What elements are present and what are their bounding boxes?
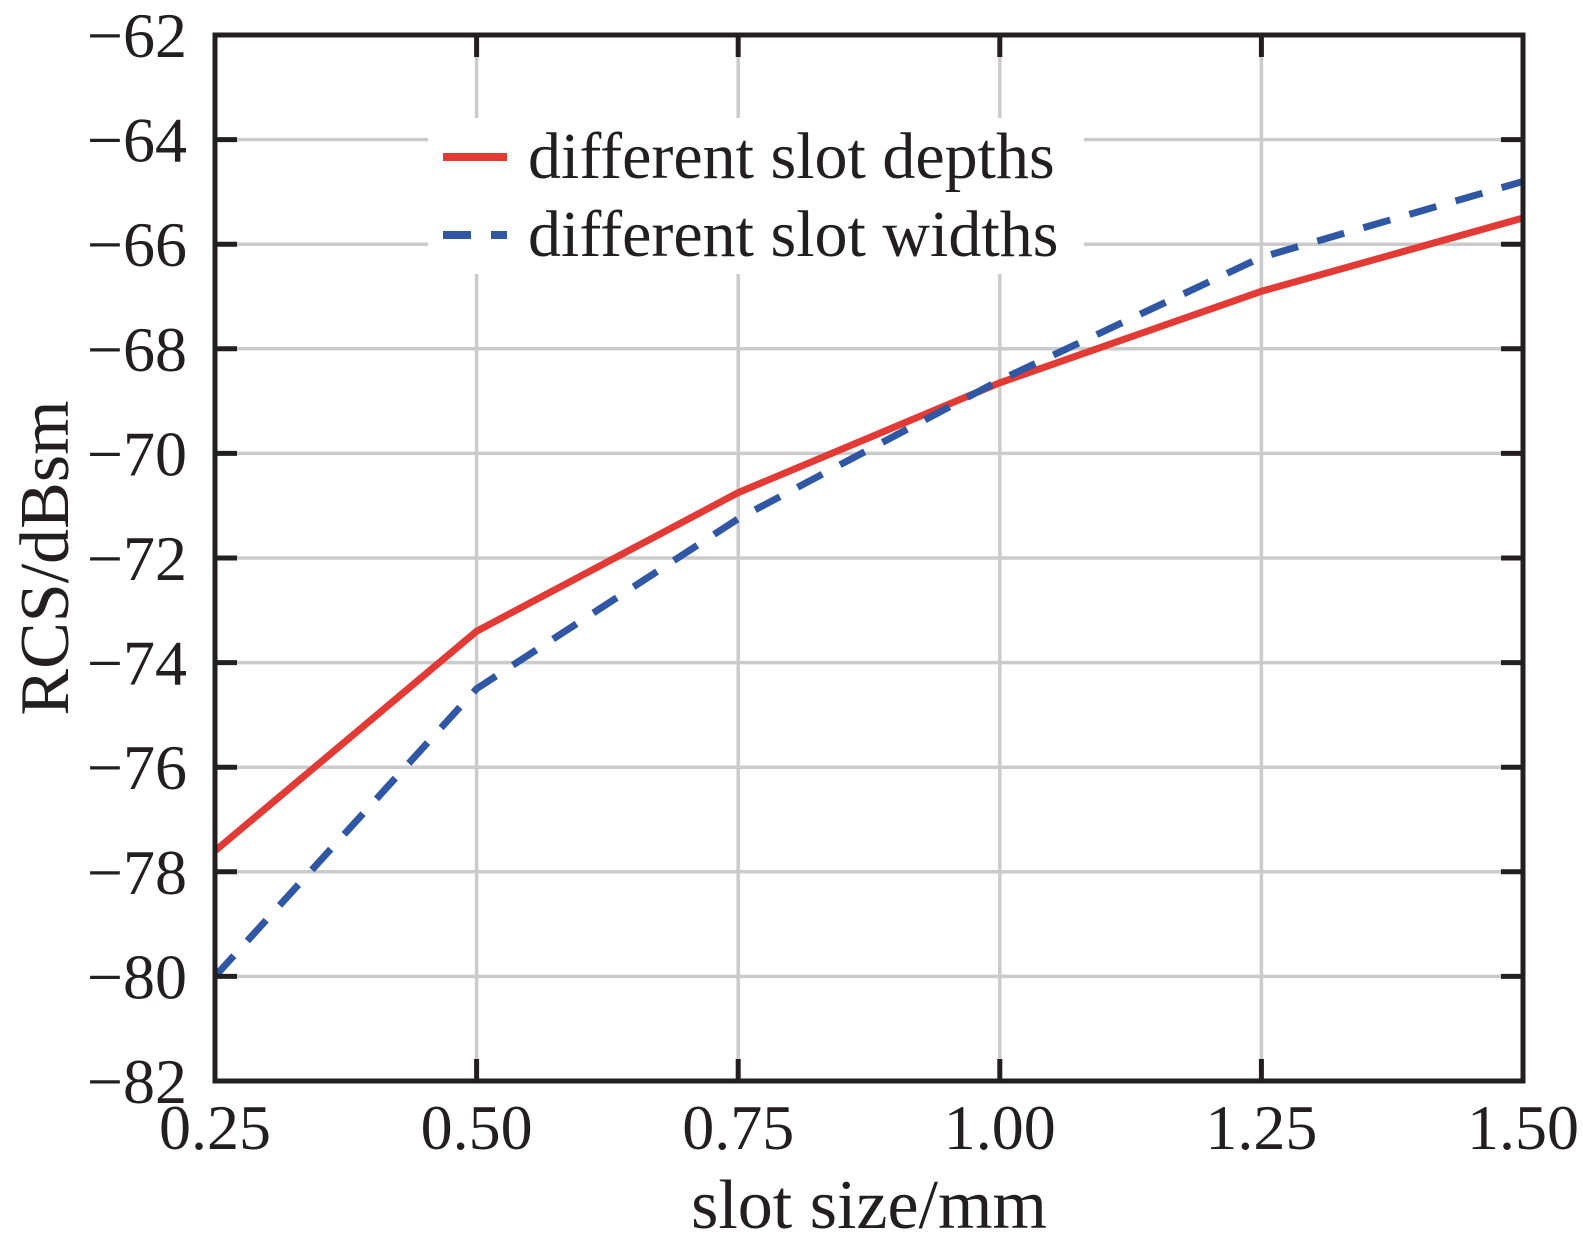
- x-tick-label: 1.00: [944, 1092, 1056, 1163]
- x-tick-label: 1.50: [1467, 1092, 1579, 1163]
- legend-line-solid-icon: [443, 153, 507, 161]
- y-tick-label: −64: [87, 105, 187, 176]
- legend-item-slot-widths: different slot widths: [428, 196, 1084, 274]
- legend-label-slot-depths: different slot depths: [528, 120, 1055, 193]
- x-tick-label: 0.75: [682, 1092, 794, 1163]
- y-tick-label: −66: [87, 209, 187, 280]
- y-tick-label: −82: [87, 1046, 187, 1117]
- series-line-different-slot-widths: [212, 178, 1524, 979]
- y-tick-label: −70: [87, 418, 187, 489]
- x-tick-label: 0.50: [421, 1092, 533, 1163]
- x-tick-label: 1.25: [1205, 1092, 1317, 1163]
- legend-item-slot-depths: different slot depths: [428, 118, 1084, 196]
- y-tick-label: −78: [87, 837, 187, 908]
- y-tick-label: −68: [87, 314, 187, 385]
- legend-line-dashed-icon: [443, 231, 507, 239]
- x-axis-title: slot size/mm: [691, 1167, 1047, 1244]
- y-axis-title: RCS/dBsm: [7, 400, 84, 716]
- y-tick-label: −80: [87, 941, 187, 1012]
- y-tick-label: −62: [87, 0, 187, 71]
- legend-label-slot-widths: different slot widths: [528, 198, 1059, 271]
- y-tick-label: −74: [87, 628, 187, 699]
- legend: different slot depths different slot wid…: [428, 118, 1084, 274]
- x-tick-label: 0.25: [159, 1092, 271, 1163]
- y-tick-label: −76: [87, 732, 187, 803]
- y-tick-label: −72: [87, 523, 187, 594]
- series-line-different-slot-depths: [212, 214, 1524, 854]
